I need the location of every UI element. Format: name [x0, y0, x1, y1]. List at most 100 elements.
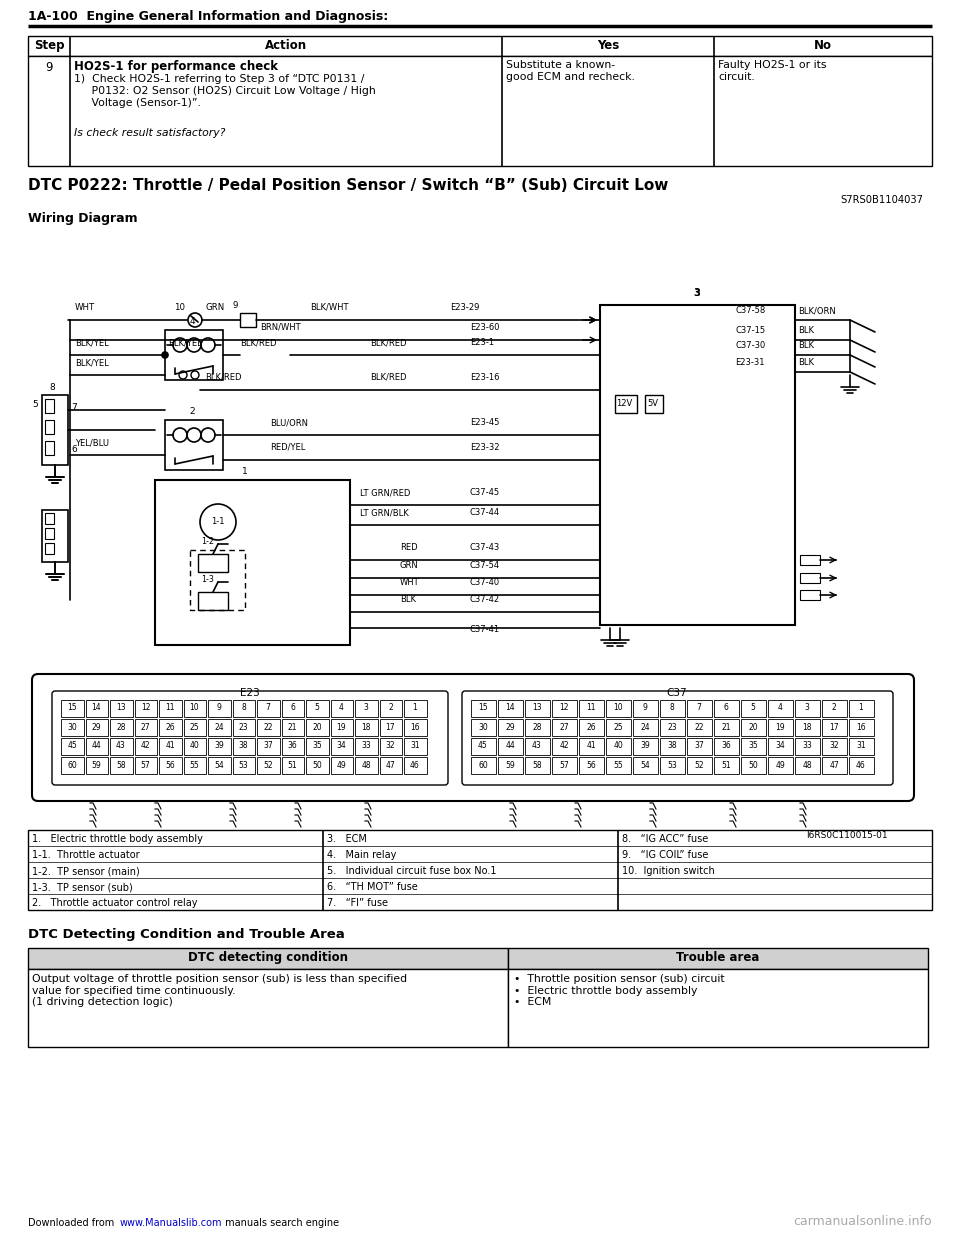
Bar — [28, 36, 932, 56]
Bar — [768, 738, 793, 755]
Text: Downloaded from: Downloaded from — [28, 1218, 117, 1228]
Text: 56: 56 — [587, 760, 596, 770]
Text: BLK: BLK — [798, 325, 814, 335]
Bar — [768, 700, 793, 717]
Bar — [379, 738, 402, 755]
Text: carmanualsonline.info: carmanualsonline.info — [793, 1215, 932, 1228]
Bar — [606, 738, 631, 755]
Text: manuals search engine: manuals search engine — [222, 1218, 339, 1228]
Text: 10: 10 — [613, 703, 623, 713]
Text: 34: 34 — [775, 741, 785, 750]
Text: 1.   Electric throttle body assembly: 1. Electric throttle body assembly — [32, 833, 203, 845]
Text: 18: 18 — [803, 723, 812, 732]
Text: 5: 5 — [751, 703, 756, 713]
Text: 52: 52 — [694, 760, 704, 770]
Bar — [45, 441, 54, 455]
Text: BLK/RED: BLK/RED — [370, 338, 406, 347]
Bar — [208, 738, 230, 755]
Bar — [600, 306, 795, 625]
Text: 28: 28 — [116, 723, 126, 732]
Text: 12: 12 — [141, 703, 151, 713]
Text: RED/YEL: RED/YEL — [270, 443, 305, 452]
Text: 49: 49 — [775, 760, 785, 770]
Bar — [552, 719, 577, 737]
Text: S7RS0B1104037: S7RS0B1104037 — [840, 195, 923, 205]
Bar — [687, 758, 712, 774]
Bar — [552, 758, 577, 774]
Bar — [822, 738, 847, 755]
Bar — [714, 700, 739, 717]
Bar — [379, 758, 402, 774]
Text: Wiring Diagram: Wiring Diagram — [28, 212, 137, 225]
Text: 32: 32 — [386, 741, 396, 750]
Text: 50: 50 — [312, 760, 322, 770]
Bar — [208, 719, 230, 737]
Text: WHT: WHT — [75, 303, 95, 312]
Text: E23-29: E23-29 — [450, 303, 479, 312]
Text: 7: 7 — [71, 402, 77, 411]
Text: 38: 38 — [667, 741, 677, 750]
Bar — [849, 738, 874, 755]
Text: Faulty HO2S-1 or its
circuit.: Faulty HO2S-1 or its circuit. — [718, 60, 827, 82]
Bar — [281, 758, 304, 774]
Text: 6.   “TH MOT” fuse: 6. “TH MOT” fuse — [327, 882, 418, 892]
Bar — [525, 719, 550, 737]
Text: 1-2: 1-2 — [201, 537, 214, 546]
Text: C37-40: C37-40 — [470, 578, 500, 587]
Bar — [208, 758, 230, 774]
Text: 4.   Main relay: 4. Main relay — [327, 850, 396, 859]
Text: 24: 24 — [214, 723, 224, 732]
Text: 52: 52 — [263, 760, 273, 770]
Text: Trouble area: Trouble area — [676, 951, 759, 964]
Text: 28: 28 — [532, 723, 541, 732]
Text: C37-30: C37-30 — [735, 342, 765, 350]
Bar — [159, 758, 181, 774]
Bar — [198, 592, 228, 610]
Text: 1: 1 — [413, 703, 418, 713]
Text: 7: 7 — [266, 703, 271, 713]
Bar — [330, 700, 353, 717]
Text: 2.   Throttle actuator control relay: 2. Throttle actuator control relay — [32, 898, 198, 908]
Text: 9: 9 — [45, 61, 53, 75]
Text: BLK: BLK — [798, 342, 814, 350]
Bar — [800, 555, 820, 565]
Bar — [330, 738, 353, 755]
Bar — [110, 738, 132, 755]
Bar — [61, 758, 84, 774]
Bar — [660, 738, 685, 755]
Text: 5V: 5V — [647, 399, 659, 407]
Bar — [687, 738, 712, 755]
Text: 24: 24 — [640, 723, 650, 732]
Bar — [404, 738, 426, 755]
Bar — [134, 719, 157, 737]
Text: No: No — [814, 39, 832, 52]
Bar — [165, 330, 223, 380]
Bar — [404, 719, 426, 737]
Bar — [45, 399, 54, 414]
Text: E23-45: E23-45 — [470, 419, 499, 427]
Text: Voltage (Sensor-1)”.: Voltage (Sensor-1)”. — [74, 98, 201, 108]
Text: 1: 1 — [858, 703, 863, 713]
Bar — [498, 758, 523, 774]
Bar — [134, 758, 157, 774]
Text: 8: 8 — [49, 383, 55, 391]
Text: 10.  Ignition switch: 10. Ignition switch — [622, 866, 715, 876]
FancyBboxPatch shape — [462, 691, 893, 785]
Text: 7: 7 — [697, 703, 702, 713]
Text: BLK/WHT: BLK/WHT — [310, 303, 348, 312]
Text: 54: 54 — [640, 760, 650, 770]
Text: 6: 6 — [290, 703, 295, 713]
Text: 45: 45 — [67, 741, 77, 750]
Bar — [849, 758, 874, 774]
Bar — [28, 56, 932, 166]
Bar — [45, 513, 54, 524]
Bar — [232, 719, 255, 737]
Bar — [822, 758, 847, 774]
Bar — [232, 700, 255, 717]
Text: 1-3: 1-3 — [201, 575, 214, 584]
Text: 41: 41 — [587, 741, 596, 750]
Text: GRN: GRN — [205, 303, 225, 312]
Text: 9.   “IG COIL” fuse: 9. “IG COIL” fuse — [622, 850, 708, 859]
Text: C37-15: C37-15 — [735, 325, 765, 335]
Text: 46: 46 — [410, 760, 420, 770]
